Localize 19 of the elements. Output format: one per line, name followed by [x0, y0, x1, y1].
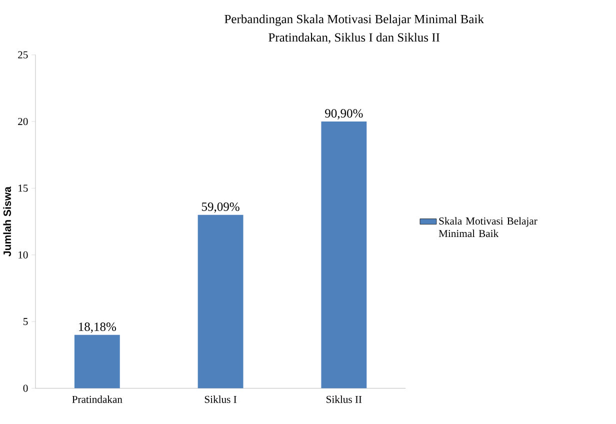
- y-tick-label: 15: [18, 184, 28, 192]
- y-tick-label: 5: [24, 318, 28, 325]
- y-axis-title: Jumlah Siswa: [3, 186, 11, 256]
- x-tick-label: Siklus II: [326, 395, 362, 403]
- y-tick-label: 10: [18, 251, 28, 258]
- bar: [74, 334, 120, 388]
- x-tick-label: Pratindakan: [72, 395, 122, 403]
- y-tick-label: 0: [23, 384, 28, 392]
- chart-subtitle: Pratindakan, Siklus I dan Siklus II: [268, 32, 440, 44]
- annotation: 18,18%: [78, 322, 116, 333]
- chart-title: Perbandingan Skala Motivasi Belajar Minimal Baik: [224, 14, 484, 26]
- legend-label: Skala Motivasi Belajar Minimal Baik: [438, 217, 538, 237]
- annotation: 59,09%: [202, 202, 240, 213]
- y-tick-label: 25: [18, 51, 28, 58]
- x-tick-label: Siklus I: [204, 395, 236, 403]
- bar: [321, 121, 367, 388]
- annotation: 90,90%: [325, 109, 363, 120]
- bar: [198, 214, 244, 388]
- y-tick-label: 20: [18, 118, 28, 125]
